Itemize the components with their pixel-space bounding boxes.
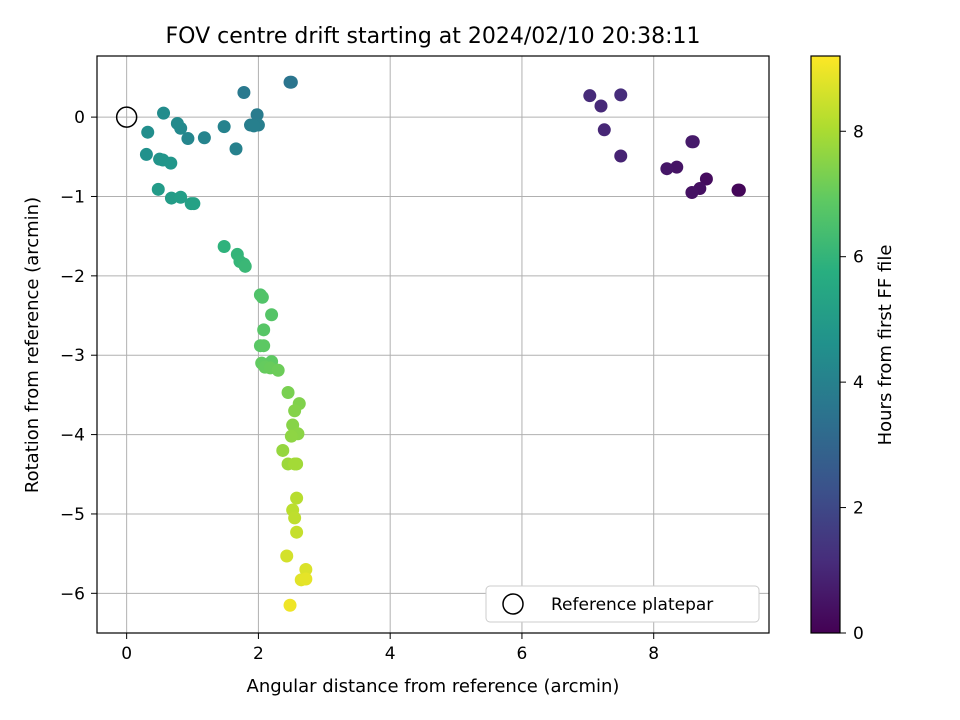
data-point bbox=[597, 123, 611, 137]
y-tick-label: −2 bbox=[60, 267, 85, 287]
data-point bbox=[731, 183, 745, 197]
data-point bbox=[170, 116, 184, 130]
data-point bbox=[257, 339, 271, 353]
grid-lines bbox=[97, 56, 769, 633]
x-tick-label: 2 bbox=[253, 644, 264, 664]
legend-reference-marker bbox=[502, 593, 524, 615]
data-point bbox=[685, 135, 699, 149]
data-point bbox=[299, 572, 313, 586]
data-point bbox=[265, 308, 279, 322]
data-point bbox=[288, 457, 302, 471]
data-point bbox=[229, 142, 243, 156]
data-point bbox=[141, 125, 155, 139]
data-point bbox=[283, 598, 297, 612]
data-point bbox=[237, 86, 251, 100]
data-point bbox=[583, 89, 597, 103]
x-tick-label: 0 bbox=[121, 644, 132, 664]
data-point bbox=[276, 443, 290, 457]
data-point bbox=[288, 511, 302, 525]
legend: Reference platepar bbox=[485, 585, 760, 623]
data-point bbox=[699, 172, 713, 186]
data-point bbox=[181, 132, 195, 146]
x-axis-label: Angular distance from reference (arcmin) bbox=[247, 676, 620, 697]
data-point bbox=[217, 120, 231, 134]
data-point bbox=[290, 491, 304, 505]
y-axis-ticks: 0 −1 −2 −3 −4 −5 −6 bbox=[60, 108, 97, 604]
data-point bbox=[257, 323, 271, 337]
data-point bbox=[281, 386, 295, 400]
plot-frame bbox=[96, 55, 770, 634]
colorbar-tick-label: 8 bbox=[853, 122, 864, 142]
data-point bbox=[660, 162, 674, 176]
colorbar-tick-label: 6 bbox=[853, 248, 864, 268]
y-axis-label: Rotation from reference (arcmin) bbox=[22, 197, 43, 493]
data-point bbox=[299, 563, 313, 577]
data-point bbox=[157, 106, 171, 120]
colorbar bbox=[811, 56, 840, 633]
y-tick-label: −5 bbox=[60, 505, 85, 525]
x-tick-label: 6 bbox=[517, 644, 528, 664]
y-tick-label: −1 bbox=[60, 187, 85, 207]
data-points bbox=[139, 75, 746, 612]
y-tick-label: 0 bbox=[74, 108, 85, 128]
data-point bbox=[187, 197, 201, 211]
chart-title: FOV centre drift starting at 2024/02/10 … bbox=[166, 24, 701, 49]
y-tick-label: −4 bbox=[60, 426, 85, 446]
data-point bbox=[238, 259, 252, 273]
x-tick-label: 4 bbox=[385, 644, 396, 664]
reference-platepar-marker bbox=[115, 106, 138, 128]
data-point bbox=[685, 186, 699, 200]
legend-box bbox=[485, 585, 760, 623]
data-point bbox=[290, 525, 304, 539]
data-point bbox=[250, 108, 264, 122]
data-point bbox=[614, 149, 628, 163]
data-point bbox=[670, 160, 684, 174]
colorbar-ticks: 0 2 4 6 8 bbox=[840, 122, 864, 644]
data-point bbox=[594, 99, 608, 113]
data-point bbox=[288, 404, 302, 418]
data-point bbox=[614, 88, 628, 102]
data-point bbox=[255, 290, 269, 304]
colorbar-frame bbox=[810, 55, 841, 634]
plot-area bbox=[97, 56, 769, 633]
data-point bbox=[139, 147, 153, 161]
colorbar-tick-label: 4 bbox=[853, 373, 864, 393]
data-point bbox=[197, 131, 211, 145]
colorbar-tick-label: 2 bbox=[853, 499, 864, 519]
colorbar-tick-label: 0 bbox=[853, 624, 864, 644]
x-tick-label: 8 bbox=[648, 644, 659, 664]
data-point bbox=[280, 549, 294, 563]
colorbar-label: Hours from first FF file bbox=[875, 245, 896, 446]
data-point bbox=[174, 190, 188, 204]
y-tick-label: −6 bbox=[60, 584, 85, 604]
data-point bbox=[284, 75, 298, 89]
data-point bbox=[284, 429, 298, 443]
x-axis-ticks: 0 2 4 6 8 bbox=[121, 633, 659, 664]
data-point bbox=[271, 363, 285, 377]
data-point bbox=[217, 239, 231, 253]
data-point bbox=[164, 156, 178, 170]
y-tick-label: −3 bbox=[60, 346, 85, 366]
legend-entry-label: Reference platepar bbox=[551, 595, 713, 615]
data-point bbox=[247, 119, 261, 133]
data-point bbox=[151, 182, 165, 196]
